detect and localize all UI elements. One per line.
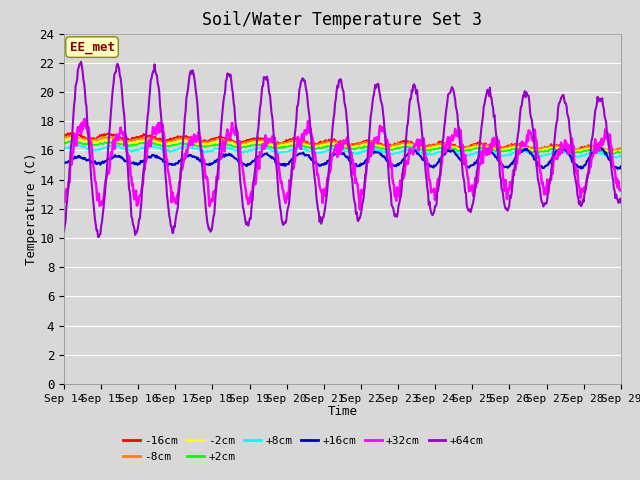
-16cm: [617, 145, 625, 151]
+64cm: [186, 73, 193, 79]
+16cm: [614, 166, 621, 172]
+8cm: [428, 152, 435, 157]
Line: +32cm: +32cm: [64, 119, 621, 209]
Line: +8cm: +8cm: [64, 145, 621, 158]
-2cm: [185, 138, 193, 144]
+16cm: [214, 156, 221, 162]
+64cm: [428, 211, 436, 217]
+2cm: [128, 143, 136, 149]
-2cm: [428, 144, 435, 150]
Text: EE_met: EE_met: [70, 41, 115, 54]
-8cm: [185, 137, 193, 143]
-16cm: [214, 135, 222, 141]
+8cm: [72, 142, 80, 148]
+2cm: [60, 141, 68, 146]
-16cm: [185, 134, 193, 140]
+32cm: [60, 199, 68, 205]
-16cm: [128, 134, 136, 140]
Line: +64cm: +64cm: [64, 62, 621, 237]
Line: -8cm: -8cm: [64, 134, 621, 151]
+64cm: [412, 87, 419, 93]
-8cm: [60, 134, 68, 140]
Line: -2cm: -2cm: [64, 138, 621, 152]
X-axis label: Time: Time: [328, 405, 357, 418]
+16cm: [70, 156, 78, 161]
+8cm: [60, 145, 68, 151]
+32cm: [412, 143, 419, 149]
-8cm: [605, 148, 612, 154]
+32cm: [617, 187, 625, 192]
+32cm: [70, 136, 78, 142]
+32cm: [128, 183, 136, 189]
-8cm: [71, 135, 79, 141]
-2cm: [411, 144, 419, 149]
+2cm: [617, 149, 625, 155]
+64cm: [60, 228, 68, 234]
-16cm: [60, 133, 68, 139]
+32cm: [356, 206, 364, 212]
-16cm: [570, 149, 577, 155]
-2cm: [71, 135, 79, 141]
+64cm: [215, 156, 223, 162]
+32cm: [185, 141, 193, 146]
+2cm: [72, 138, 79, 144]
-8cm: [411, 143, 419, 148]
Y-axis label: Temperature (C): Temperature (C): [25, 153, 38, 265]
-16cm: [411, 142, 419, 147]
+16cm: [127, 160, 135, 166]
+16cm: [426, 163, 434, 168]
-16cm: [71, 132, 79, 137]
-8cm: [214, 136, 222, 142]
-16cm: [428, 143, 435, 148]
+8cm: [612, 155, 620, 161]
+64cm: [617, 200, 625, 205]
Legend: -16cm, -8cm, -2cm, +2cm, +8cm, +16cm, +32cm, +64cm: -16cm, -8cm, -2cm, +2cm, +8cm, +16cm, +3…: [119, 432, 488, 466]
+2cm: [428, 146, 435, 152]
-2cm: [70, 136, 78, 142]
+16cm: [60, 160, 68, 166]
-8cm: [617, 146, 625, 152]
+8cm: [214, 146, 222, 152]
+2cm: [70, 139, 78, 145]
+16cm: [184, 154, 192, 159]
+8cm: [185, 144, 193, 150]
-8cm: [128, 138, 136, 144]
+2cm: [411, 145, 419, 151]
+64cm: [95, 234, 102, 240]
-2cm: [60, 138, 68, 144]
+16cm: [617, 164, 625, 169]
+16cm: [410, 148, 418, 154]
+64cm: [77, 59, 85, 65]
+2cm: [607, 151, 615, 157]
+8cm: [411, 147, 419, 153]
+8cm: [617, 154, 625, 159]
+8cm: [128, 147, 136, 153]
-8cm: [428, 143, 435, 148]
+64cm: [70, 103, 78, 108]
+16cm: [597, 144, 605, 150]
Line: +2cm: +2cm: [64, 141, 621, 154]
+32cm: [81, 116, 89, 122]
-2cm: [609, 149, 616, 155]
+2cm: [214, 142, 222, 148]
-8cm: [68, 132, 76, 137]
Title: Soil/Water Temperature Set 3: Soil/Water Temperature Set 3: [202, 11, 483, 29]
-2cm: [617, 147, 625, 153]
+64cm: [129, 221, 137, 227]
-2cm: [214, 139, 222, 145]
+2cm: [185, 142, 193, 147]
Line: -16cm: -16cm: [64, 133, 621, 152]
+32cm: [214, 177, 222, 182]
Line: +16cm: +16cm: [64, 147, 621, 169]
-16cm: [70, 130, 77, 136]
+32cm: [428, 187, 436, 193]
+8cm: [70, 143, 78, 149]
-2cm: [128, 141, 136, 146]
